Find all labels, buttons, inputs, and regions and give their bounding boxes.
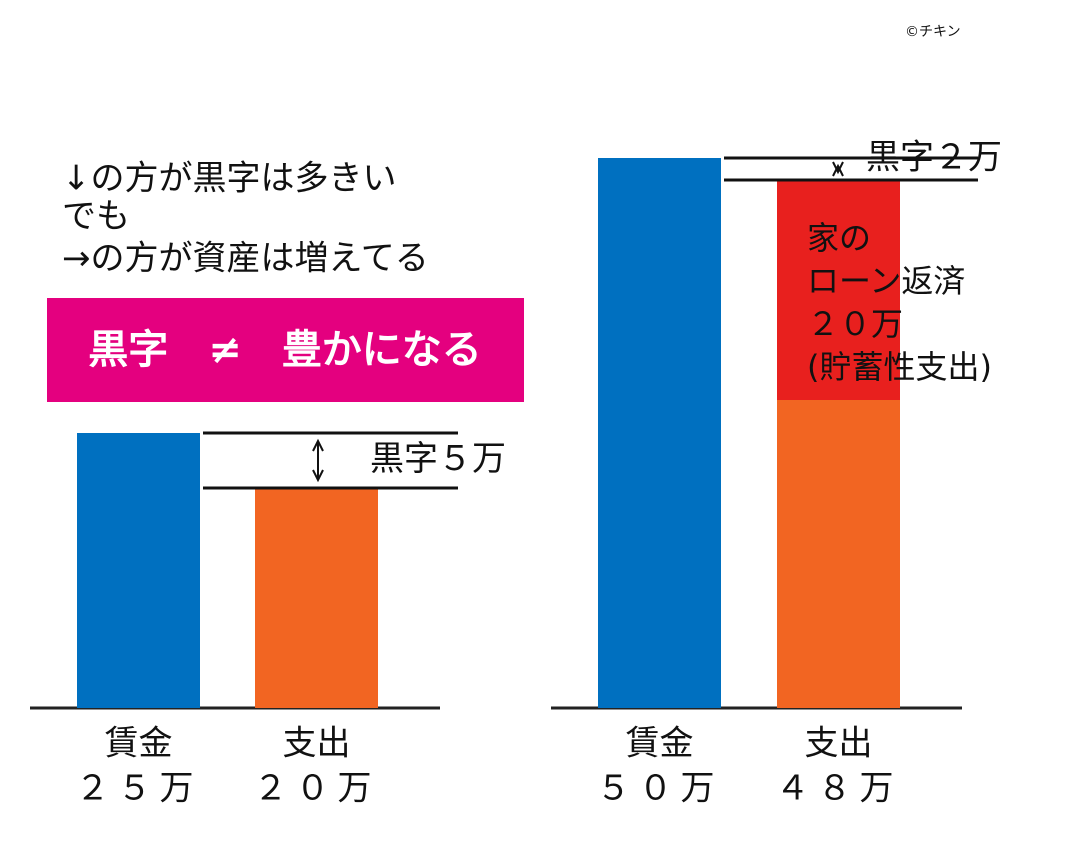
overlay-label: (貯蓄性支出): [807, 348, 992, 386]
credit: ©チキン: [905, 24, 961, 40]
overlay-label: 家の: [807, 219, 871, 257]
note-line: →の方が資産は増えてる: [62, 239, 429, 279]
value-label: ４８万: [776, 769, 902, 809]
surplus-label: 黒字２万: [866, 138, 1002, 178]
bar: [255, 488, 378, 708]
overlay-label: ローン返済: [807, 262, 965, 300]
overlay-segment: [777, 180, 900, 400]
value-label: ２０万: [254, 769, 380, 809]
bar: [598, 158, 721, 708]
overlay-label: ２０万: [807, 305, 903, 343]
category-label: 賃金: [105, 724, 173, 764]
arrow-head: [312, 438, 324, 483]
category-label: 賃金: [626, 724, 694, 764]
arrow-head: [832, 161, 844, 177]
bar: [77, 433, 200, 708]
surplus-label: 黒字５万: [370, 439, 506, 479]
category-label: 支出: [283, 724, 351, 764]
value-label: ２５万: [76, 769, 202, 809]
note-line: ↓の方が黒字は多きい: [62, 159, 397, 199]
banner-text: 黒字 ≠ 豊かになる: [88, 327, 482, 373]
note-line: でも: [62, 197, 130, 237]
category-label: 支出: [805, 724, 873, 764]
banner-box: [47, 298, 524, 402]
value-label: ５０万: [597, 769, 723, 809]
